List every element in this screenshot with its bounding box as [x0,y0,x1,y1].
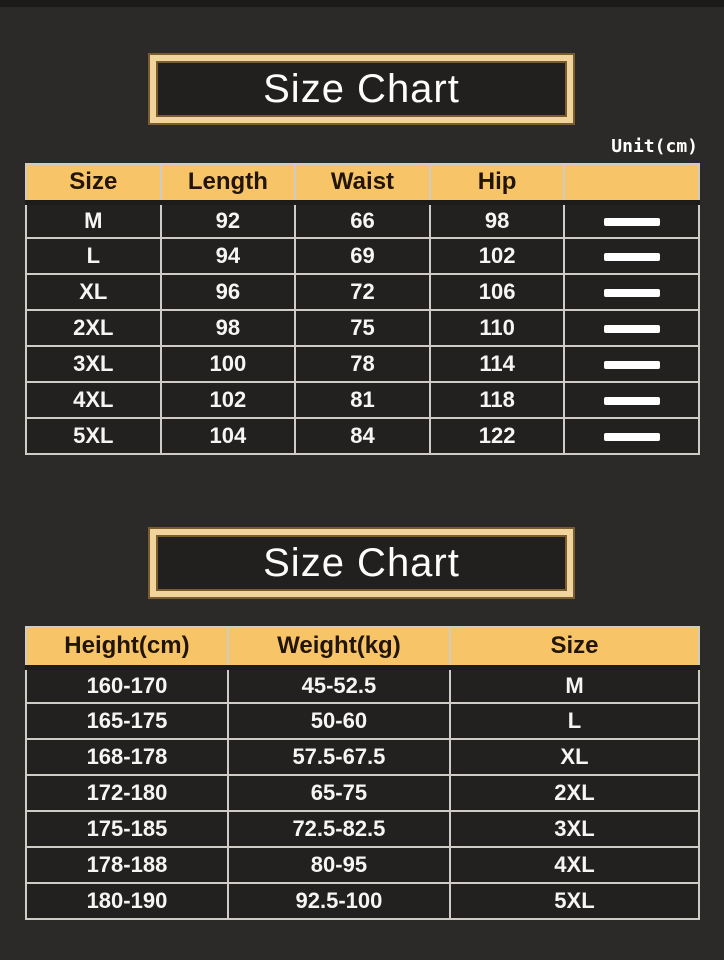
table-cell: 81 [294,381,431,419]
table-cell: 96 [159,273,297,311]
dash-cell [563,273,700,311]
dash-icon [603,217,660,226]
table-row: 4XL 102 81 118 [25,381,700,419]
dash-icon [603,397,660,406]
page-title: Size Chart [263,541,460,585]
table-cell: 66 [294,201,431,239]
table-row: 175-185 72.5-82.5 3XL [25,810,701,848]
table-cell: 65-75 [226,774,451,812]
table-cell: M [25,201,162,239]
table-row: L 94 69 102 [25,237,700,275]
table-row: 180-190 92.5-100 5XL [25,882,701,920]
table-row: 3XL 100 78 114 [25,345,700,383]
table-cell: 78 [294,345,431,383]
table-row: 178-188 80-95 4XL [25,846,701,884]
table-cell: 72 [294,273,431,311]
table-row: 172-180 65-75 2XL [25,774,701,812]
table-cell: 98 [428,201,566,239]
table-cell: 102 [428,237,566,275]
table-cell: 106 [428,273,566,311]
unit-note: Unit(cm) [611,136,698,157]
table-cell: L [448,702,701,740]
table-cell: XL [448,738,701,776]
table-cell: 4XL [448,846,701,884]
table-cell: 102 [159,381,297,419]
table-cell: 168-178 [25,738,229,776]
column-header: Length [159,163,297,205]
table-cell: 104 [159,417,297,455]
page-title: Size Chart [263,67,460,111]
dash-icon [603,253,660,262]
table-cell: 175-185 [25,810,229,848]
size-chart-title-box-1: Size Chart [150,55,573,123]
dash-cell [563,345,700,383]
column-header: Waist [294,163,431,205]
table-cell: 165-175 [25,702,229,740]
table-row: 2XL 98 75 110 [25,309,700,347]
table-cell: 69 [294,237,431,275]
dash-icon [603,289,660,298]
table-cell: 100 [159,345,297,383]
table-row: 5XL 104 84 122 [25,417,700,455]
table-cell: 5XL [448,882,701,920]
table-cell: 114 [428,345,566,383]
table-cell: 75 [294,309,431,347]
column-header: Weight(kg) [226,626,451,670]
table-cell: 72.5-82.5 [226,810,451,848]
height-weight-table: Height(cm) Weight(kg) Size 160-170 45-52.5 M 1… [25,626,701,920]
measurement-table: Size Length Waist Hip M 92 66 98 L 94 69 102 XL 96 72 1… [25,163,700,455]
table-cell: M [448,666,701,704]
table-cell: 160-170 [25,666,229,704]
table-cell: XL [25,273,162,311]
table-cell: 45-52.5 [226,666,451,704]
column-header: Size [448,626,701,670]
size-chart-title-box-2: Size Chart [150,529,573,597]
table-row: M 92 66 98 [25,201,700,239]
table-cell: 178-188 [25,846,229,884]
table-cell: 180-190 [25,882,229,920]
table-cell: 4XL [25,381,162,419]
table-cell: 50-60 [226,702,451,740]
table-cell: 3XL [448,810,701,848]
table-cell: 57.5-67.5 [226,738,451,776]
table-cell: 84 [294,417,431,455]
top-edge-divider [0,0,724,7]
column-header: Hip [428,163,566,205]
dash-cell [563,309,700,347]
table-row: 168-178 57.5-67.5 XL [25,738,701,776]
table-cell: 172-180 [25,774,229,812]
table-cell: 2XL [448,774,701,812]
table-cell: 92.5-100 [226,882,451,920]
dash-cell [563,201,700,239]
table-cell: 2XL [25,309,162,347]
table-cell: 3XL [25,345,162,383]
table-cell: 80-95 [226,846,451,884]
table-cell: 94 [159,237,297,275]
dash-cell [563,237,700,275]
dash-cell [563,381,700,419]
dash-icon [603,361,660,370]
header-row: Height(cm) Weight(kg) Size [25,626,701,670]
table-cell: 118 [428,381,566,419]
table-row: 165-175 50-60 L [25,702,701,740]
column-header [563,163,700,205]
table-cell: 110 [428,309,566,347]
column-header: Size [25,163,162,205]
table-cell: 92 [159,201,297,239]
table-row: 160-170 45-52.5 M [25,666,701,704]
dash-icon [603,433,660,442]
column-header: Height(cm) [25,626,229,670]
table-cell: 122 [428,417,566,455]
table-cell: 5XL [25,417,162,455]
table-row: XL 96 72 106 [25,273,700,311]
table-cell: 98 [159,309,297,347]
dash-cell [563,417,700,455]
table-cell: L [25,237,162,275]
header-row: Size Length Waist Hip [25,163,700,205]
dash-icon [603,325,660,334]
